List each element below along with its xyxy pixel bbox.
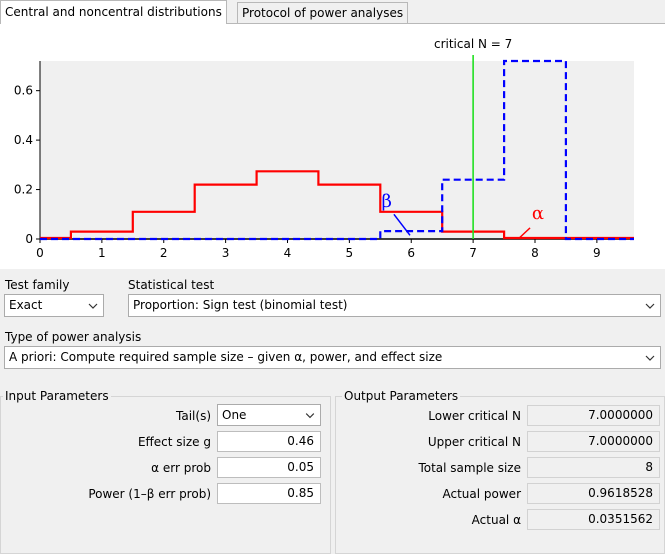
statistical-test-value: Proportion: Sign test (binomial test)	[133, 298, 348, 312]
alpha-curve	[40, 170, 634, 240]
power-analysis-select[interactable]: A priori: Compute required sample size –…	[4, 346, 661, 369]
x-tick-label: 5	[346, 246, 354, 260]
y-tick-label: 0.2	[14, 183, 33, 197]
input-parameters-title: Input Parameters	[3, 389, 111, 403]
tails-value: One	[222, 408, 247, 422]
critical-n-label: critical N = 7	[434, 37, 512, 51]
statistical-test-select[interactable]: Proportion: Sign test (binomial test)	[128, 294, 661, 317]
actual-alpha-value: 0.0351562	[527, 509, 660, 530]
tails-label: Tail(s)	[176, 409, 211, 423]
alpha-err-field[interactable]: 0.05	[217, 457, 321, 478]
upper-critical-value: 7.0000000	[527, 431, 660, 452]
power-field[interactable]: 0.85	[217, 483, 321, 504]
plot-area	[40, 61, 634, 239]
chevron-down-icon	[305, 413, 315, 419]
actual-alpha-label: Actual α	[471, 513, 521, 527]
effect-size-label: Effect size g	[137, 435, 211, 449]
tab-distributions-label: Central and noncentral distributions	[5, 5, 222, 19]
x-tick-label: 9	[593, 246, 601, 260]
chevron-down-icon	[88, 303, 98, 309]
x-tick-label: 6	[407, 246, 415, 260]
lower-critical-value: 7.0000000	[527, 405, 660, 426]
upper-critical-label: Upper critical N	[427, 435, 521, 449]
chevron-down-icon	[645, 355, 655, 361]
distribution-chart: 0 1 2 3 4 5 6 7 8 9 0 0.2 0.4 0.6 α β critical N = 7	[14, 37, 634, 260]
lower-critical-label: Lower critical N	[428, 409, 521, 423]
beta-series-label: β	[382, 191, 392, 212]
actual-power-label: Actual power	[442, 487, 522, 501]
chart-panel: 0 1 2 3 4 5 6 7 8 9 0 0.2 0.4 0.6 α β critical N = 7	[0, 23, 665, 269]
x-tick-label: 0	[36, 246, 44, 260]
beta-curve	[40, 59, 634, 241]
actual-power-value: 0.9618528	[527, 483, 660, 504]
power-analysis-value: A priori: Compute required sample size –…	[9, 350, 443, 364]
chevron-down-icon	[645, 303, 655, 309]
total-sample-value: 8	[527, 457, 660, 478]
beta-pointer	[393, 213, 411, 236]
statistical-test-label: Statistical test	[128, 278, 215, 292]
y-tick-label: 0.6	[14, 84, 33, 98]
power-analysis-label: Type of power analysis	[5, 330, 142, 344]
tab-protocol-label: Protocol of power analyses	[242, 6, 404, 20]
power-label: Power (1–β err prob)	[88, 487, 211, 501]
x-tick-label: 7	[469, 246, 477, 260]
test-family-value: Exact	[9, 298, 43, 312]
x-tick-label: 1	[98, 246, 106, 260]
x-tick-label: 8	[531, 246, 539, 260]
tab-distributions[interactable]: Central and noncentral distributions	[0, 0, 227, 24]
output-parameters-title: Output Parameters	[342, 389, 461, 403]
total-sample-label: Total sample size	[418, 461, 521, 475]
x-tick-label: 4	[284, 246, 292, 260]
y-tick-label: 0.4	[14, 133, 33, 147]
alpha-pointer	[519, 227, 531, 239]
tab-protocol[interactable]: Protocol of power analyses	[237, 2, 409, 23]
test-family-label: Test family	[5, 278, 70, 292]
test-family-select[interactable]: Exact	[4, 294, 104, 317]
x-tick-label: 2	[160, 246, 168, 260]
tails-select[interactable]: One	[217, 404, 321, 426]
alpha-series-label: α	[532, 203, 544, 224]
x-tick-label: 3	[222, 246, 230, 260]
effect-size-field[interactable]: 0.46	[217, 431, 321, 452]
y-tick-label: 0	[25, 232, 33, 246]
alpha-err-label: α err prob	[151, 461, 211, 475]
